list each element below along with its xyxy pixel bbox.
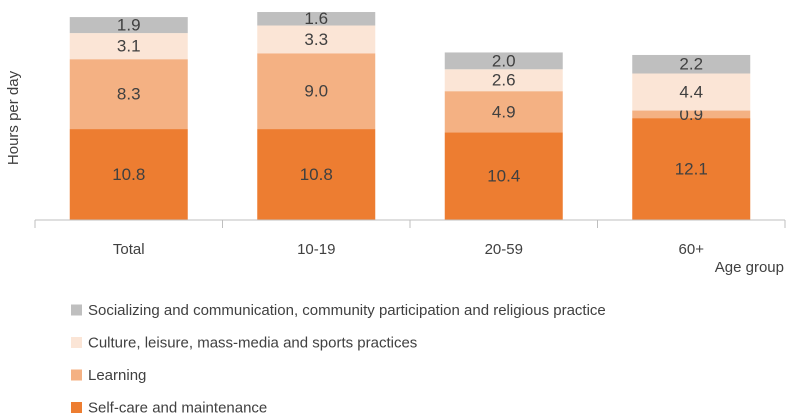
y-axis-label: Hours per day: [5, 70, 22, 165]
data-label: 3.1: [117, 37, 141, 56]
bar-segment: [69, 129, 188, 220]
legend-label: Learning: [88, 367, 146, 384]
bar-segment: [632, 54, 751, 74]
bar-segment: [444, 91, 563, 133]
x-tick-label: Total: [113, 241, 145, 258]
bar-segment: [444, 69, 563, 92]
legend-swatch: [71, 402, 82, 413]
data-label: 9.0: [304, 82, 328, 101]
bar-segment: [69, 59, 188, 130]
bar-segment: [257, 12, 376, 26]
x-axis-label: Age group: [715, 259, 784, 276]
data-label: 2.0: [492, 51, 516, 70]
bar-segment: [632, 118, 751, 220]
x-tick-label: 60+: [679, 241, 705, 258]
data-label: 1.6: [304, 9, 328, 28]
bar-segment: [257, 129, 376, 220]
data-label: 8.3: [117, 85, 141, 104]
bar-segment: [69, 33, 188, 60]
x-tick-label: 20-59: [485, 241, 523, 258]
data-label: 1.9: [117, 16, 141, 35]
bar-segment: [632, 110, 751, 119]
bar-segment: [257, 25, 376, 54]
data-label: 3.3: [304, 30, 328, 49]
legend-label: Socializing and communication, community…: [88, 302, 606, 319]
legend-swatch: [71, 337, 82, 348]
data-label: 10.8: [300, 165, 333, 184]
data-label: 2.2: [679, 55, 703, 74]
data-label: 12.1: [675, 160, 708, 179]
legend-swatch: [71, 304, 82, 316]
legend-label: Self-care and maintenance: [88, 399, 267, 416]
bar-segment: [444, 52, 563, 70]
data-label: 4.9: [492, 102, 516, 121]
bar-segment: [632, 73, 751, 111]
legend-label: Culture, leisure, mass-media and sports …: [88, 334, 417, 351]
bar-segment: [257, 53, 376, 130]
legend-swatch: [71, 369, 82, 381]
data-label: 10.8: [112, 165, 145, 184]
bar-segment: [444, 132, 563, 220]
data-label: 4.4: [679, 83, 703, 102]
data-label: 10.4: [487, 167, 520, 186]
bar-segment: [69, 17, 188, 34]
data-label: 2.6: [492, 71, 516, 90]
x-tick-label: 10-19: [297, 241, 335, 258]
